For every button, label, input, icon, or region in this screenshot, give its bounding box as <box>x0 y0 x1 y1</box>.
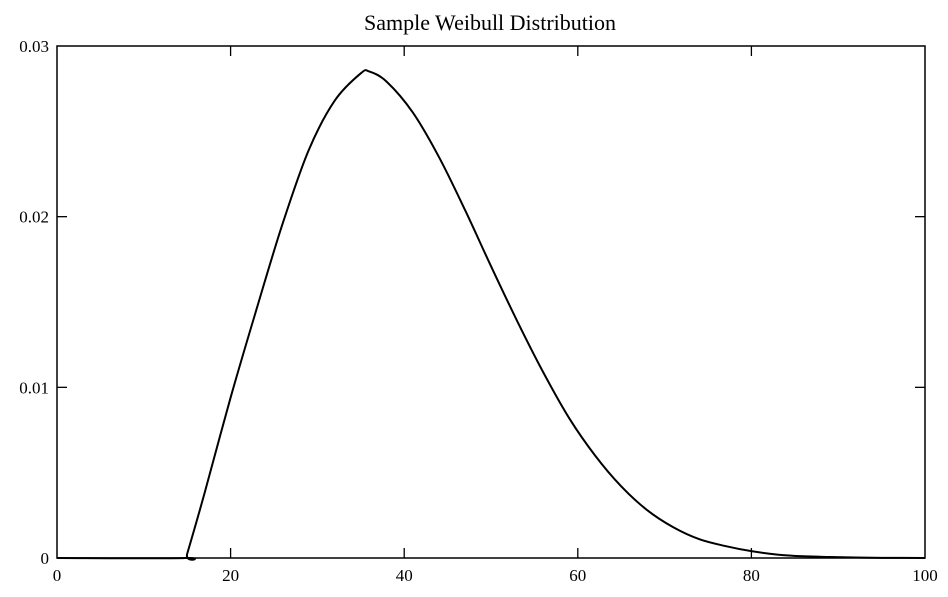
series-line <box>56 69 926 561</box>
y-tick-label: 0.03 <box>19 37 49 56</box>
x-tick-label: 20 <box>222 566 239 585</box>
x-tick-label: 0 <box>53 566 62 585</box>
plot-frame <box>56 45 926 559</box>
y-tick-label: 0.02 <box>19 208 49 227</box>
x-tick-label: 80 <box>743 566 760 585</box>
y-tick-label: 0 <box>41 549 50 568</box>
tick-labels: 0 20 40 60 80 100 0 0.01 0.02 0.03 <box>19 37 938 585</box>
x-tick-label: 40 <box>396 566 413 585</box>
series-layer <box>56 69 926 561</box>
chart-title: Sample Weibull Distribution <box>364 10 616 35</box>
x-tick-label: 60 <box>569 566 586 585</box>
y-tick-label: 0.01 <box>19 378 49 397</box>
x-tick-label: 100 <box>912 566 938 585</box>
ticks-layer <box>57 46 925 558</box>
